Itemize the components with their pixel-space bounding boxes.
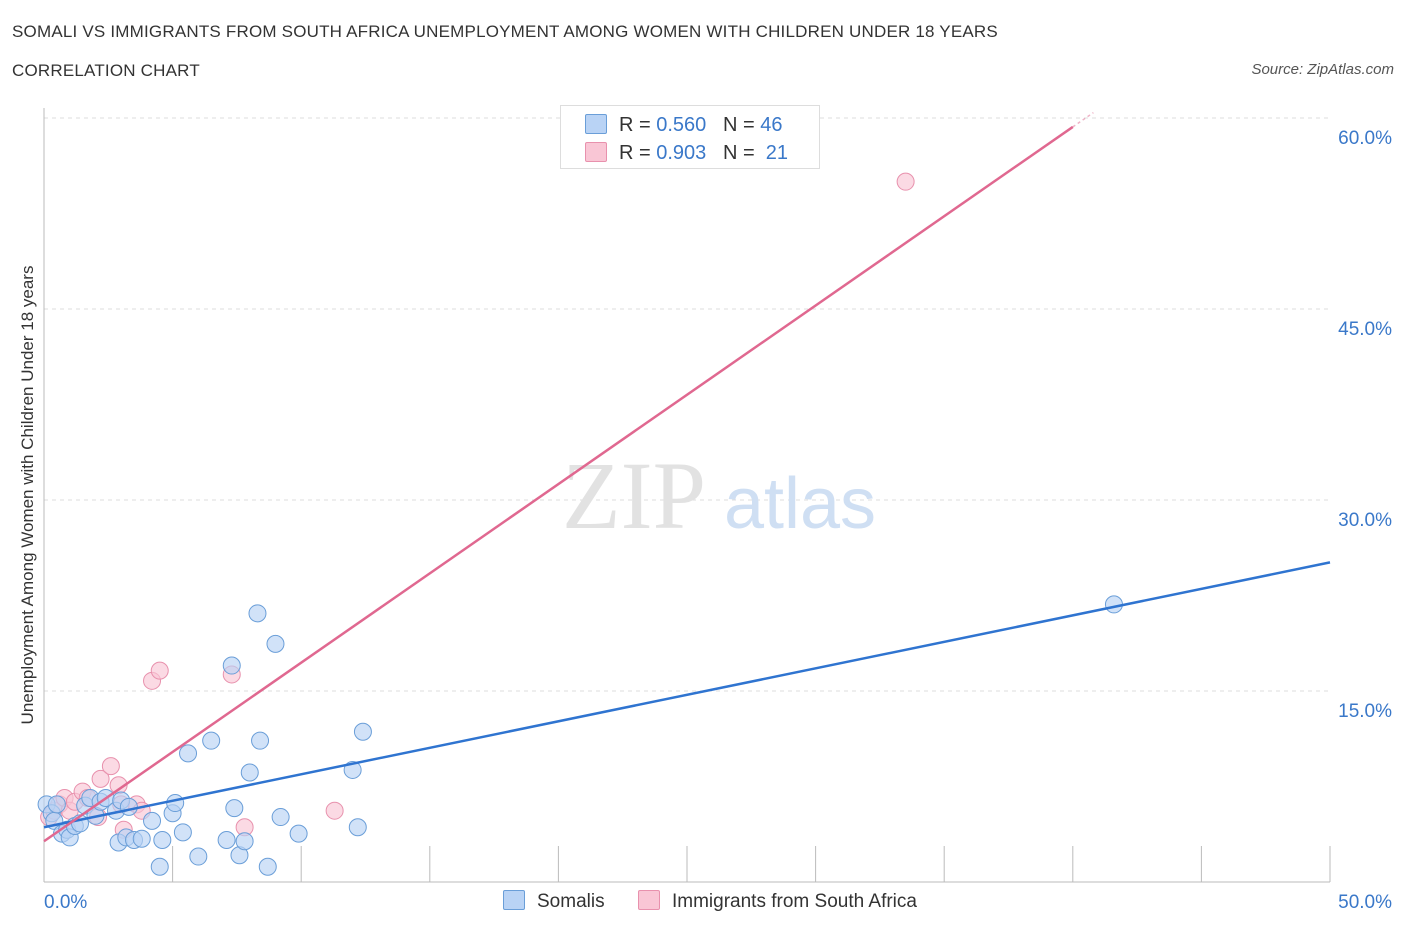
somali-swatch [503, 890, 525, 910]
somali-point [235, 832, 254, 851]
somali-point [353, 722, 372, 741]
bottom-legend-sa-label: Immigrants from South Africa [672, 891, 917, 912]
somali-point [222, 656, 241, 675]
x-tick-label-max: 50.0% [1338, 892, 1392, 913]
somali-point [225, 799, 244, 818]
legend-sa-r: 0.903 [656, 142, 707, 164]
somali-point [166, 794, 185, 813]
sa-point [325, 801, 344, 820]
stats-legend: R = 0.560 N = 46 R = 0.903 N = 21 [560, 105, 820, 169]
watermark-zip: ZIP [562, 442, 706, 549]
y-tick-label: 60.0% [1338, 128, 1392, 149]
somali-point [119, 797, 138, 816]
somali-point [150, 857, 169, 876]
somali-point [189, 847, 208, 866]
somali-point [348, 818, 367, 837]
chart-title: SOMALI VS IMMIGRANTS FROM SOUTH AFRICA U… [12, 22, 998, 41]
legend-r-label: R = [619, 142, 651, 164]
sa-swatch [585, 142, 607, 162]
sa-point [150, 661, 169, 680]
somali-point [240, 763, 259, 782]
somali-swatch [585, 114, 607, 134]
y-tick-label: 45.0% [1338, 319, 1392, 340]
somali-point [271, 808, 290, 827]
legend-somali-n: 46 [760, 114, 783, 136]
legend-sa-n: 21 [765, 142, 789, 164]
somali-point [47, 795, 66, 814]
sa-trend-extension [1072, 112, 1094, 128]
x-tick-label-min: 0.0% [44, 892, 87, 913]
legend-row-somali: R = 0.560 N = 46 [585, 114, 782, 138]
source-credit: Source: ZipAtlas.com [1251, 61, 1394, 78]
somali-point [179, 744, 198, 763]
somali-point [248, 604, 267, 623]
trend-layer [43, 112, 1331, 843]
bottom-legend-somali: Somalis [503, 890, 605, 913]
legend-row-south-africa: R = 0.903 N = 21 [585, 142, 788, 166]
y-tick-label: 15.0% [1338, 701, 1392, 722]
legend-n-label: N = [722, 114, 755, 136]
somali-point [143, 811, 162, 830]
watermark: ZIP atlas [562, 442, 876, 549]
axis-layer [43, 108, 1331, 883]
bottom-legend-south-africa: Immigrants from South Africa [638, 890, 917, 913]
sa-point [896, 172, 915, 191]
watermark-atlas: atlas [724, 464, 876, 544]
somali-trend-line [43, 561, 1331, 829]
chart-subtitle: CORRELATION CHART [12, 61, 200, 80]
y-tick-label: 30.0% [1338, 510, 1392, 531]
somali-point [258, 857, 277, 876]
somali-point [173, 823, 192, 842]
somali-point [153, 830, 172, 849]
somali-point [202, 731, 221, 750]
somali-point [266, 634, 285, 653]
sa-trend-line [43, 125, 1074, 843]
legend-n-label: N = [722, 142, 755, 164]
legend-somali-r: 0.560 [656, 114, 707, 136]
sa-point [101, 757, 120, 776]
tick-labels: 15.0% 30.0% 45.0% 60.0% 0.0% 50.0% [44, 128, 1392, 913]
somali-point [289, 824, 308, 843]
grid-layer [44, 117, 1330, 692]
somali-point [132, 829, 151, 848]
somali-point [217, 830, 236, 849]
sa-point [91, 769, 110, 788]
legend-r-label: R = [619, 114, 651, 136]
sa-swatch [638, 890, 660, 910]
somali-point [251, 731, 270, 750]
bottom-legend-somali-label: Somalis [537, 891, 605, 912]
